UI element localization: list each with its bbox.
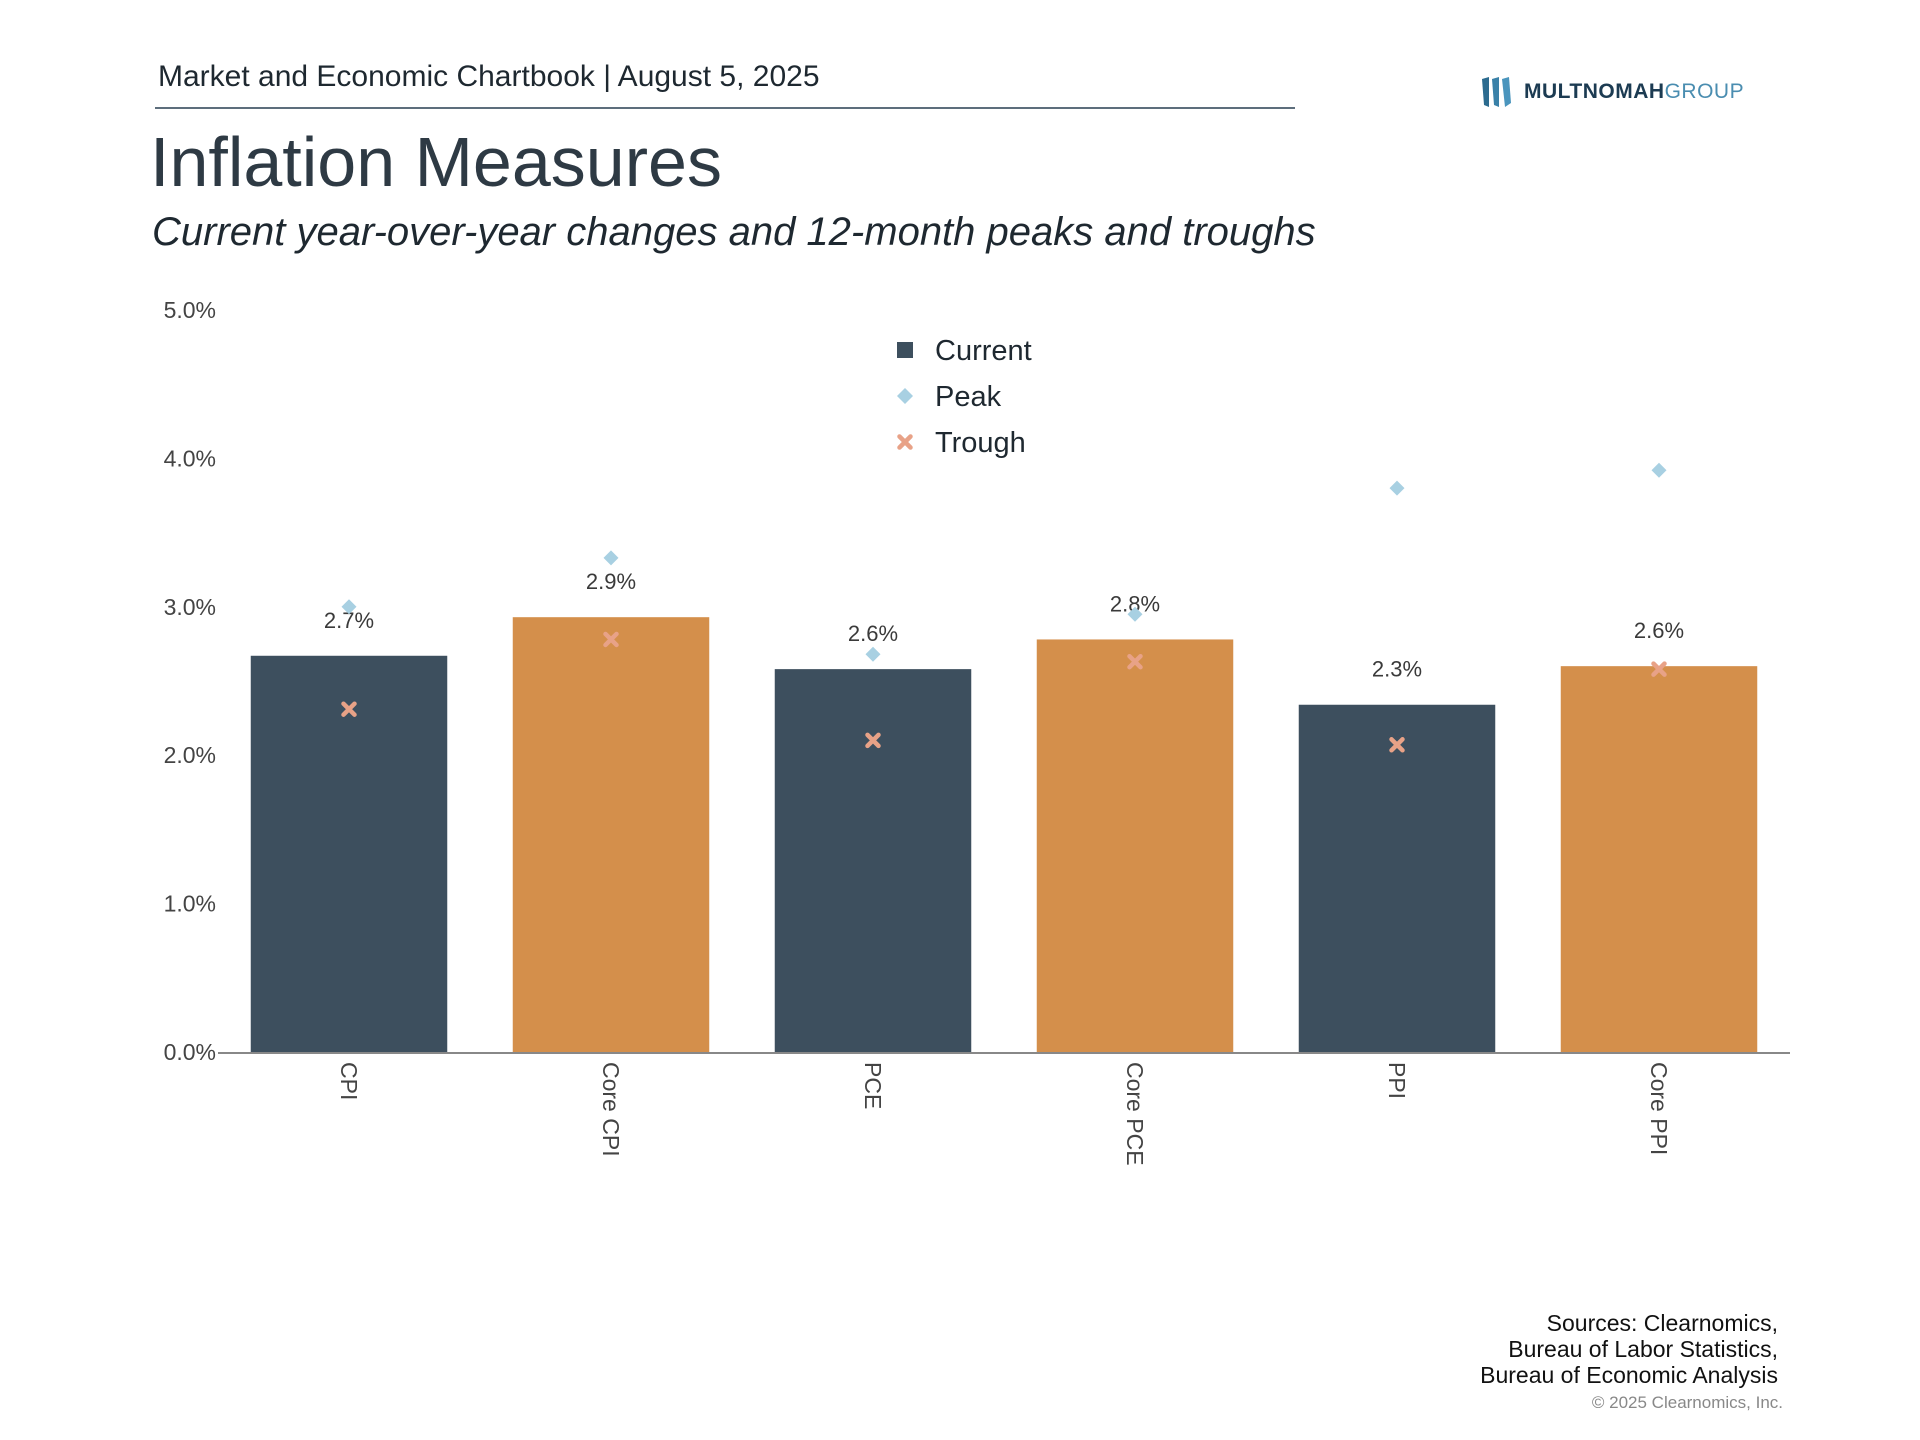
- x-tick-label: Core CPI: [598, 1062, 624, 1157]
- data-label: 2.6%: [848, 621, 898, 646]
- trough-marker: [341, 701, 357, 717]
- y-tick-label: 1.0%: [164, 891, 216, 917]
- bar-pce: [774, 669, 972, 1052]
- trough-marker: [1127, 653, 1143, 670]
- header-divider: [155, 107, 1295, 109]
- x-tick-label: PPI: [1384, 1062, 1410, 1099]
- data-label: 2.9%: [586, 569, 636, 594]
- bar-cpi: [250, 655, 448, 1052]
- legend-current-label: Current: [935, 335, 1032, 367]
- logo-text-light: GROUP: [1664, 80, 1745, 103]
- y-tick-label: 3.0%: [164, 594, 216, 620]
- page-title: Inflation Measures: [150, 123, 722, 201]
- trough-marker: [865, 732, 881, 749]
- x-tick-label: CPI: [336, 1062, 362, 1100]
- page-subtitle: Current year-over-year changes and 12-mo…: [152, 210, 1316, 254]
- source-line: Bureau of Labor Statistics,: [1508, 1336, 1778, 1362]
- peak-marker: [1127, 606, 1143, 622]
- y-tick-label: 0.0%: [164, 1039, 216, 1065]
- bar-core-cpi: [512, 617, 710, 1052]
- bar-ppi: [1298, 704, 1496, 1052]
- peak-marker: [603, 550, 619, 566]
- trough-marker: [603, 631, 619, 648]
- x-tick-label: PCE: [860, 1062, 886, 1109]
- x-tick-label: Core PCE: [1122, 1062, 1148, 1166]
- source-line: Sources: Clearnomics,: [1546, 1310, 1778, 1336]
- bar-core-ppi: [1560, 666, 1758, 1052]
- logo-text-bold: MULTNOMAH: [1524, 80, 1665, 103]
- sources-note: Sources: Clearnomics, Bureau of Labor St…: [1480, 1310, 1778, 1388]
- trough-marker: [1651, 661, 1667, 677]
- peak-marker: [341, 599, 357, 615]
- peak-marker: [1651, 462, 1667, 478]
- x-tick-label: Core PPI: [1646, 1062, 1672, 1155]
- report-title: Market and Economic Chartbook | August 5…: [158, 60, 820, 93]
- peak-marker: [1389, 480, 1405, 496]
- trough-marker: [1389, 737, 1405, 753]
- copyright: © 2025 Clearnomics, Inc.: [1591, 1393, 1783, 1412]
- data-label: 2.6%: [1634, 618, 1684, 643]
- legend-trough-label: Trough: [935, 427, 1026, 459]
- y-tick-label: 4.0%: [164, 445, 216, 471]
- logo-mark-icon: [1482, 77, 1511, 107]
- legend-peak-label: Peak: [935, 381, 1002, 413]
- y-tick-label: 5.0%: [164, 297, 216, 323]
- peak-marker: [865, 646, 881, 662]
- y-tick-label: 2.0%: [164, 742, 216, 768]
- legend-trough-swatch: [897, 434, 913, 450]
- data-label: 2.3%: [1372, 657, 1422, 682]
- legend-peak-swatch: [897, 388, 913, 404]
- company-logo: MULTNOMAH GROUP: [1480, 72, 1744, 112]
- source-line: Bureau of Economic Analysis: [1480, 1362, 1778, 1388]
- legend-current-swatch: [897, 342, 913, 358]
- bar-core-pce: [1036, 639, 1234, 1052]
